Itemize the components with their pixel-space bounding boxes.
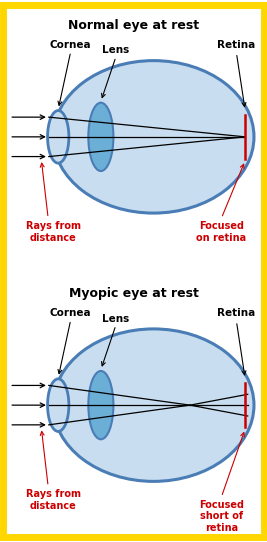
Text: Focused
on retina: Focused on retina — [196, 221, 246, 243]
Text: Retina: Retina — [217, 308, 256, 318]
Text: Lens: Lens — [102, 314, 129, 324]
Ellipse shape — [88, 102, 113, 171]
Text: Focused
short of
retina: Focused short of retina — [199, 500, 244, 533]
Text: Cornea: Cornea — [50, 308, 92, 318]
Text: Normal eye at rest: Normal eye at rest — [68, 18, 199, 31]
Ellipse shape — [48, 379, 69, 431]
Text: Rays from
distance: Rays from distance — [26, 489, 81, 511]
Text: Lens: Lens — [102, 46, 129, 55]
Text: Myopic eye at rest: Myopic eye at rest — [69, 287, 198, 300]
Text: Cornea: Cornea — [50, 40, 92, 50]
Ellipse shape — [48, 111, 69, 163]
Text: Retina: Retina — [217, 40, 256, 50]
Ellipse shape — [53, 329, 254, 481]
Ellipse shape — [88, 371, 113, 440]
Ellipse shape — [53, 61, 254, 213]
Text: Rays from
distance: Rays from distance — [26, 221, 81, 243]
